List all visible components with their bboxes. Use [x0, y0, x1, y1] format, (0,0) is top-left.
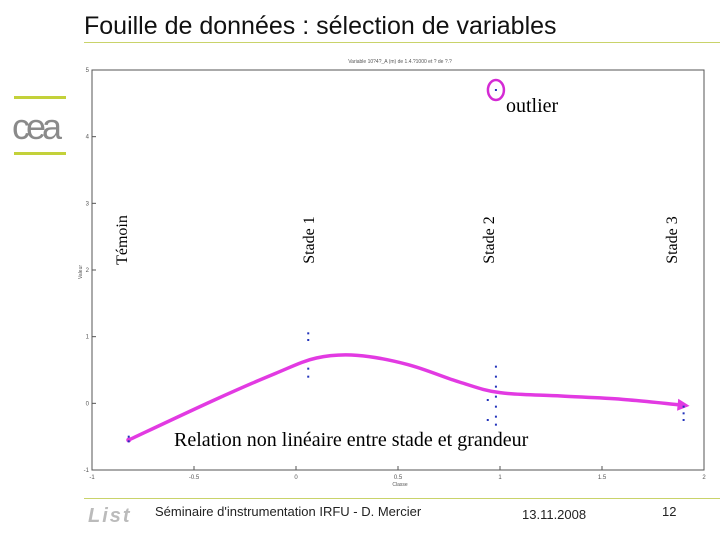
data-point: [307, 367, 310, 370]
data-point: [494, 365, 497, 368]
data-point: [682, 412, 685, 415]
footer-seminar: Séminaire d'instrumentation IRFU - D. Me…: [155, 504, 422, 519]
data-point: [486, 399, 489, 401]
outlier-ring: [486, 78, 506, 102]
trend-arrowhead: [677, 398, 690, 411]
title-rule: [84, 42, 720, 43]
stage-labels: Témoin Stade 1 Stade 2 Stade 3: [114, 215, 681, 265]
data-point: [494, 375, 497, 378]
y-tick-label: 5: [86, 68, 90, 74]
logo-bottom-bar: [14, 152, 66, 155]
y-tick-label: 4: [86, 135, 90, 141]
cea-logo: cea: [10, 96, 70, 158]
footer-date: 13.11.2008: [522, 507, 587, 522]
data-points: [127, 89, 685, 443]
data-point: [494, 415, 497, 418]
logo-letters: cea: [12, 106, 62, 147]
stage-label-0: Témoin: [114, 215, 131, 265]
data-point: [307, 332, 310, 335]
stage-label-3: Stade 3: [664, 216, 681, 264]
x-tick-label: -1: [89, 475, 95, 481]
chart-title: Variable 10?4?_A (m) de 1.4.?1000 et ? d…: [348, 59, 452, 65]
stage-label-2: Stade 2: [481, 216, 498, 264]
x-axis-ticks: -1 -0.5 0 0.5 1 1.5 2: [89, 466, 706, 481]
y-axis-ticks: -1 0 1 2 3 4 5: [84, 68, 96, 474]
data-point: [127, 435, 130, 438]
data-point: [307, 375, 310, 378]
trend-start-dot: [126, 437, 132, 443]
data-point: [127, 440, 130, 443]
y-tick-label: 2: [86, 268, 90, 274]
x-tick-label: 0.5: [394, 475, 403, 481]
data-point: [307, 339, 310, 341]
data-point: [682, 419, 685, 421]
y-tick-label: 3: [86, 201, 90, 207]
y-axis-label: Valeur: [78, 265, 84, 279]
y-tick-label: -1: [84, 468, 90, 474]
x-tick-label: 2: [702, 475, 706, 481]
page-number: 12: [662, 504, 677, 519]
data-point: [682, 405, 685, 408]
data-point: [494, 423, 497, 426]
footer-rule: [84, 498, 720, 499]
trend-curve: [127, 353, 684, 442]
outlier-annotation: outlier: [506, 95, 559, 117]
x-tick-label: 1: [498, 475, 502, 481]
data-point: [494, 405, 497, 408]
x-axis-label: Classe: [392, 482, 408, 488]
x-tick-label: 1.5: [598, 475, 607, 481]
y-tick-label: 1: [86, 335, 90, 341]
data-point: [486, 419, 489, 421]
plot-frame: [91, 69, 705, 471]
data-point: [494, 385, 497, 388]
x-tick-label: 0: [294, 475, 298, 481]
data-point: [494, 89, 497, 91]
list-logo: List: [88, 505, 132, 527]
data-point: [494, 395, 497, 398]
logo-top-bar: [14, 96, 66, 99]
stage-label-1: Stade 1: [301, 216, 318, 264]
slide-title: Fouille de données : sélection de variab…: [84, 12, 557, 40]
relation-annotation: Relation non linéaire entre stade et gra…: [174, 429, 529, 451]
y-tick-label: 0: [86, 401, 90, 407]
x-tick-label: -0.5: [189, 475, 200, 481]
